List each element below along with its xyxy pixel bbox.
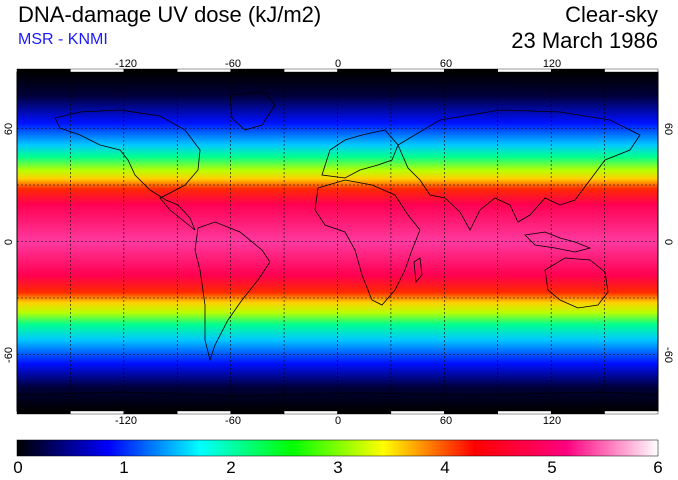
- lat-tick-right: 0: [662, 239, 674, 245]
- lon-tick-bottom: 0: [335, 415, 341, 427]
- colorbar-label: 0: [13, 458, 23, 477]
- colorbar-label: 1: [119, 458, 129, 477]
- lon-tick-bottom: 120: [543, 415, 561, 427]
- border-segment: [283, 410, 338, 415]
- lon-tick-top: 120: [543, 58, 561, 70]
- colorbar-label: 3: [333, 458, 343, 477]
- australia-outline: [544, 257, 609, 309]
- map-title: DNA-damage UV dose (kJ/m2): [18, 2, 322, 27]
- date-label: 23 March 1986: [511, 28, 658, 53]
- sky-condition-label: Clear-sky: [565, 2, 658, 27]
- lat-tick-left: -60: [3, 347, 15, 363]
- lat-tick-left: 0: [3, 239, 15, 245]
- border-segment: [390, 410, 445, 415]
- greenland-outline: [229, 91, 276, 131]
- lon-tick-top: 60: [440, 58, 452, 70]
- border-segment: [177, 68, 231, 73]
- africa-outline: [314, 179, 421, 306]
- madagascar-outline: [413, 257, 423, 283]
- lat-tick-right: -60: [662, 347, 674, 363]
- colorbar-label: 2: [226, 458, 236, 477]
- antarctica-outline: [17, 391, 658, 397]
- colorbar-label: 4: [440, 458, 450, 477]
- border-segment: [123, 410, 178, 415]
- north-america-outline: [54, 109, 201, 231]
- border-segment: [230, 410, 285, 415]
- lon-tick-bottom: -60: [225, 415, 241, 427]
- border-segment: [444, 68, 498, 73]
- colorbar-label: 6: [653, 458, 663, 477]
- south-america-outline: [194, 221, 271, 362]
- border-segment: [337, 68, 392, 73]
- border-segment: [390, 68, 445, 73]
- coastlines: [17, 91, 658, 397]
- border-segment: [70, 410, 125, 415]
- map-border-ticks: [16, 68, 659, 415]
- asia-outline: [397, 109, 641, 231]
- colorbar-label: 5: [547, 458, 557, 477]
- border-segment: [550, 410, 605, 415]
- lon-tick-top: 0: [335, 58, 341, 70]
- colorbar: [16, 439, 659, 457]
- lon-tick-top: -120: [115, 58, 137, 70]
- border-segment: [497, 410, 552, 415]
- lon-tick-top: -60: [225, 58, 241, 70]
- lat-tick-right: 60: [662, 123, 674, 135]
- border-segment: [16, 68, 71, 73]
- border-segment: [16, 410, 71, 415]
- border-segment: [444, 410, 498, 415]
- border-segment: [177, 410, 231, 415]
- lon-tick-bottom: 60: [440, 415, 452, 427]
- border-segment: [604, 410, 659, 415]
- border-segment: [604, 68, 659, 73]
- border-segment: [337, 410, 392, 415]
- graticule: [17, 72, 658, 411]
- border-segment: [283, 68, 338, 73]
- indonesia-outline: [524, 231, 592, 253]
- data-source-label: MSR - KNMI: [18, 31, 108, 48]
- lon-tick-bottom: -120: [115, 415, 137, 427]
- lat-tick-left: 60: [3, 123, 15, 135]
